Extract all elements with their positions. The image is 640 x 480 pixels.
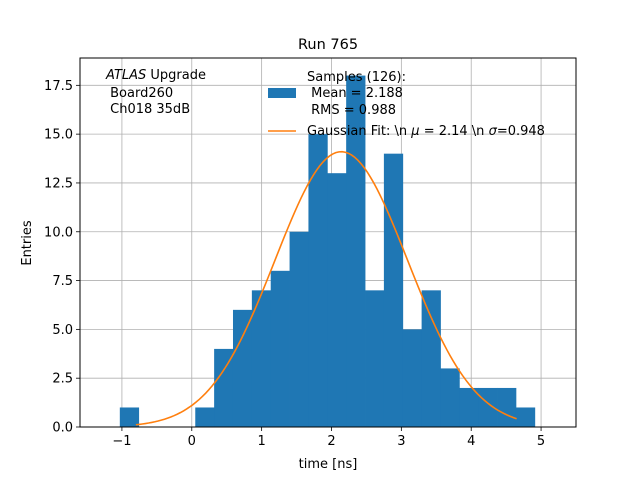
annotation-line-3: Ch018 35dB	[106, 102, 190, 117]
histogram-bar-16	[478, 387, 498, 427]
histogram-bar-10	[365, 290, 385, 427]
histogram-bar-17	[497, 387, 517, 427]
atlas-annotation: ATLAS Upgrade Board260 Ch018 35dB	[105, 68, 206, 117]
histogram-bar-11	[383, 153, 404, 427]
y-tick-label-4: 10.0	[44, 225, 73, 240]
histogram-bar-8	[327, 173, 347, 427]
histogram-bar-15	[459, 387, 479, 427]
x-axis-label: time [ns]	[299, 457, 358, 472]
y-tick-label-0: 0.0	[52, 421, 73, 436]
legend-hist-swatch	[268, 88, 296, 98]
histogram-bar-13	[421, 290, 441, 427]
plot-frame	[79, 57, 577, 428]
x-tick-label-2: 1	[257, 434, 265, 449]
legend-fit-prefix: Gaussian Fit: \n	[307, 124, 411, 139]
y-tick-label-6: 15.0	[44, 128, 73, 143]
y-tick-label-7: 17.5	[44, 79, 73, 94]
annotation-line-1: ATLAS Upgrade	[105, 68, 206, 83]
legend-fit-mu-symbol: μ	[410, 124, 419, 139]
histogram-bar-4	[251, 290, 272, 427]
histogram-bar-14	[440, 368, 460, 427]
x-tick-label-0: −1	[112, 434, 131, 449]
legend-fit-sigma-value: =0.948	[497, 124, 545, 139]
legend-fit-sigma-symbol: σ	[489, 124, 498, 139]
x-tick-label-4: 3	[397, 434, 405, 449]
histogram-bar-6	[289, 231, 309, 427]
legend-hist-line-2: Mean = 2.188	[307, 86, 403, 101]
x-tick-label-5: 4	[467, 434, 475, 449]
y-tick-label-3: 7.5	[52, 274, 73, 289]
histogram-bar-0	[119, 407, 140, 427]
histogram-bar-3	[232, 309, 253, 427]
annotation-line-2: Board260	[106, 86, 173, 101]
histogram-bar-5	[270, 270, 290, 427]
histogram-bars	[119, 75, 536, 428]
histogram-bar-18	[515, 407, 536, 427]
chart-title: Run 765	[298, 37, 358, 53]
histogram-bar-12	[402, 329, 423, 427]
histogram-bar-2	[214, 348, 234, 427]
histogram-bar-7	[308, 134, 328, 427]
y-tick-label-2: 5.0	[52, 323, 73, 338]
gaussian-fit-curve	[135, 150, 517, 426]
annotation-atlas: ATLAS	[105, 68, 146, 83]
x-tick-label-6: 5	[537, 434, 545, 449]
y-tick-label-1: 2.5	[52, 372, 73, 387]
annotation-upgrade: Upgrade	[146, 68, 206, 83]
histogram-bar-1	[195, 407, 215, 427]
legend-hist-line-1: Samples (126):	[307, 70, 406, 85]
x-tick-label-1: 0	[188, 434, 196, 449]
x-tick-label-3: 2	[327, 434, 335, 449]
legend-fit-label: Gaussian Fit: \n μ = 2.14 \n σ=0.948	[307, 124, 545, 139]
y-axis-label: Entries	[20, 220, 35, 266]
legend-hist-line-3: RMS = 0.988	[307, 103, 396, 118]
legend: Samples (126): Mean = 2.188 RMS = 0.988 …	[268, 70, 545, 139]
y-tick-label-5: 12.5	[44, 176, 73, 191]
legend-fit-mu-value: = 2.14 \n	[420, 124, 489, 139]
axis-ticks: −1 0 1 2 3 4 5 0.0 2.5 5.0 7.5 10.0 12.5 15.0 17.5	[44, 79, 545, 449]
gaussian-fit-layer	[135, 150, 517, 426]
